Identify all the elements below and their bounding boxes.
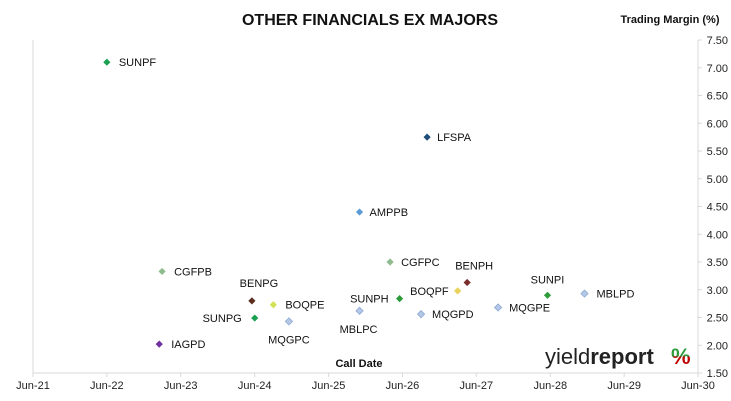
point-iagpd (155, 340, 163, 348)
x-tick-label: Jun-27 (459, 380, 493, 392)
y-tick-label: 3.00 (707, 285, 728, 297)
point-label-mblpd: MBLPD (597, 289, 635, 301)
point-label-amppb: AMPPB (370, 207, 409, 219)
y-tick-label: 6.50 (707, 91, 728, 103)
point-label-sunpi: SUNPI (531, 274, 565, 286)
point-benpg (248, 297, 256, 305)
yieldreport-logo: yieldreport % (545, 344, 691, 369)
x-tick-labels: Jun-21 Jun-22 Jun-23 Jun-24 Jun-25 Jun-26 Jun-… (16, 373, 715, 392)
x-tick-label: Jun-29 (607, 380, 641, 392)
point-label-lfspa: LFSPA (437, 132, 472, 144)
y-tick-label: 7.50 (707, 35, 728, 47)
point-label-benpg: BENPG (240, 278, 279, 290)
point-amppb (355, 208, 364, 216)
x-axis-label: Call Date (335, 358, 382, 370)
y-tick-label: 2.50 (707, 313, 728, 325)
point-label-cgfpb: CGFPB (174, 266, 212, 278)
point-label-benph: BENPH (455, 261, 493, 273)
logo-percent-icon: % (671, 344, 691, 369)
x-tick-label: Jun-30 (681, 380, 715, 392)
point-labels: SUNPF LFSPA AMPPB CGFPB CGFPC BENPH BENPG BOQPE… (119, 57, 635, 351)
point-label-iagpd: IAGPD (171, 339, 205, 351)
y-tick-label: 4.50 (707, 202, 728, 214)
y-tick-label: 5.00 (707, 174, 728, 186)
point-sunph (395, 295, 404, 303)
point-sunpg (251, 314, 259, 322)
point-label-boqpe: BOQPE (285, 300, 324, 312)
svg-text:yieldreport: yieldreport (545, 344, 654, 369)
point-label-mblpc: MBLPC (340, 324, 378, 336)
y-tick-label: 5.50 (707, 146, 728, 158)
y-axis-label: Trading Margin (%) (621, 14, 720, 26)
point-label-sunpf: SUNPF (119, 57, 157, 69)
point-mblpc (355, 306, 364, 316)
logo-text-bold: report (590, 344, 654, 369)
x-tick-label: Jun-25 (312, 380, 346, 392)
y-tick-label: 1.50 (707, 368, 728, 380)
x-tick-label: Jun-28 (533, 380, 567, 392)
point-boqpe (269, 301, 277, 309)
x-tick-label: Jun-24 (238, 380, 272, 392)
point-cgfpc (386, 258, 394, 266)
data-points (103, 58, 589, 348)
point-label-boqpf: BOQPF (410, 286, 449, 298)
point-sunpi (543, 291, 552, 299)
point-boqpf (454, 287, 462, 295)
point-sunpf (103, 58, 111, 66)
logo-text-light: yield (545, 344, 590, 369)
y-tick-label: 7.00 (707, 63, 728, 75)
point-benph (463, 278, 471, 287)
point-label-cgfpc: CGFPC (401, 257, 440, 269)
chart-title: OTHER FINANCIALS EX MAJORS (242, 12, 498, 29)
y-tick-label: 2.00 (707, 340, 728, 352)
y-tick-label: 4.00 (707, 229, 728, 241)
point-label-sunpg: SUNPG (203, 313, 242, 325)
point-label-sunph: SUNPH (350, 294, 389, 306)
point-cgfpb (158, 267, 166, 276)
point-mqgpe (493, 303, 503, 312)
x-tick-label: Jun-21 (16, 380, 50, 392)
point-label-mqgpd: MQGPD (432, 309, 474, 321)
point-lfspa (423, 133, 431, 141)
y-tick-label: 6.00 (707, 118, 728, 130)
y-tick-labels: 1.50 2.00 2.50 3.00 3.50 4.00 4.50 5.00 5.50 6.00… (698, 35, 728, 380)
point-mblpd (580, 289, 589, 298)
x-tick-label: Jun-23 (164, 380, 198, 392)
x-tick-label: Jun-22 (90, 380, 124, 392)
point-mqgpd (416, 310, 426, 319)
point-label-mqgpc: MQGPC (268, 334, 310, 346)
x-tick-label: Jun-26 (386, 380, 420, 392)
y-tick-label: 3.50 (707, 257, 728, 269)
point-mqgpc (284, 317, 294, 326)
point-label-mqgpe: MQGPE (509, 303, 550, 315)
